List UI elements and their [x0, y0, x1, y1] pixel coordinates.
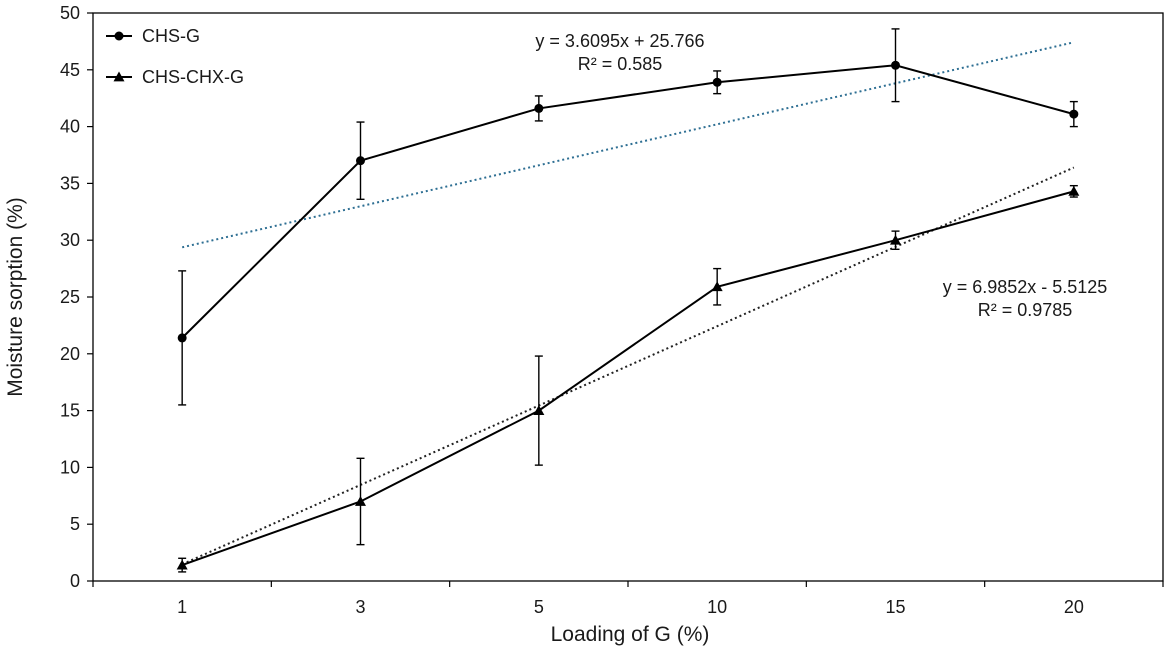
- legend-label-chs-chx-g: CHS-CHX-G: [142, 67, 244, 87]
- y-tick-label: 20: [60, 344, 80, 364]
- y-tick-label: 5: [70, 514, 80, 534]
- data-point-chs-chx-g: [176, 559, 188, 570]
- chsg-r-squared-label: R² = 0.585: [578, 54, 663, 74]
- trendlines-layer: [181, 41, 1075, 566]
- y-tick-label: 10: [60, 457, 80, 477]
- series-chs-g: [177, 28, 1079, 406]
- plot-frame: [92, 12, 1164, 582]
- x-tick-label: 20: [1064, 597, 1084, 617]
- y-tick-label: 15: [60, 401, 80, 421]
- x-tick-label: 15: [885, 597, 905, 617]
- legend: CHS-G CHS-CHX-G: [106, 26, 244, 87]
- data-point-chs-chx-g: [355, 495, 366, 506]
- data-point-chs-g: [534, 103, 544, 113]
- legend-label-chs-g: CHS-G: [142, 26, 200, 46]
- series-chs-chx-g: [176, 184, 1080, 573]
- chx-r-squared-label: R² = 0.9785: [978, 300, 1073, 320]
- chx-equation-label: y = 6.9852x - 5.5125: [943, 277, 1108, 297]
- y-tick-label: 40: [60, 117, 80, 137]
- data-point-chs-chx-g: [1068, 185, 1080, 196]
- data-point-chs-chx-g: [890, 234, 901, 245]
- data-point-chs-chx-g: [533, 405, 545, 415]
- chsg-equation-label: y = 3.6095x + 25.766: [535, 31, 704, 51]
- series-line-chs-chx-g: [181, 190, 1075, 567]
- legend-marker-chs-g: [114, 31, 124, 41]
- x-tick-label: 10: [707, 597, 727, 617]
- data-point-chs-g: [712, 77, 722, 87]
- legend-marker-chs-chx-g: [113, 71, 125, 82]
- y-axis-title: Moisture sorption (%): [4, 197, 27, 397]
- y-tick-label: 35: [60, 173, 80, 193]
- series-layer: [176, 28, 1080, 573]
- data-point-chs-g: [177, 333, 187, 343]
- data-point-chs-g: [1069, 109, 1079, 119]
- y-tick-label: 0: [70, 571, 80, 591]
- x-tick-label: 3: [355, 597, 365, 617]
- y-tick-label: 30: [60, 230, 80, 250]
- x-tick-label: 5: [534, 597, 544, 617]
- data-point-chs-chx-g: [711, 281, 723, 292]
- data-point-chs-g: [356, 156, 365, 166]
- y-tick-label: 25: [60, 287, 80, 307]
- data-point-chs-g: [891, 60, 900, 70]
- x-tick-label: 1: [177, 597, 187, 617]
- x-axis-title: Loading of G (%): [551, 623, 710, 646]
- y-tick-label: 45: [60, 60, 80, 80]
- y-tick-label: 50: [60, 3, 80, 23]
- series-line-chs-g: [181, 64, 1075, 339]
